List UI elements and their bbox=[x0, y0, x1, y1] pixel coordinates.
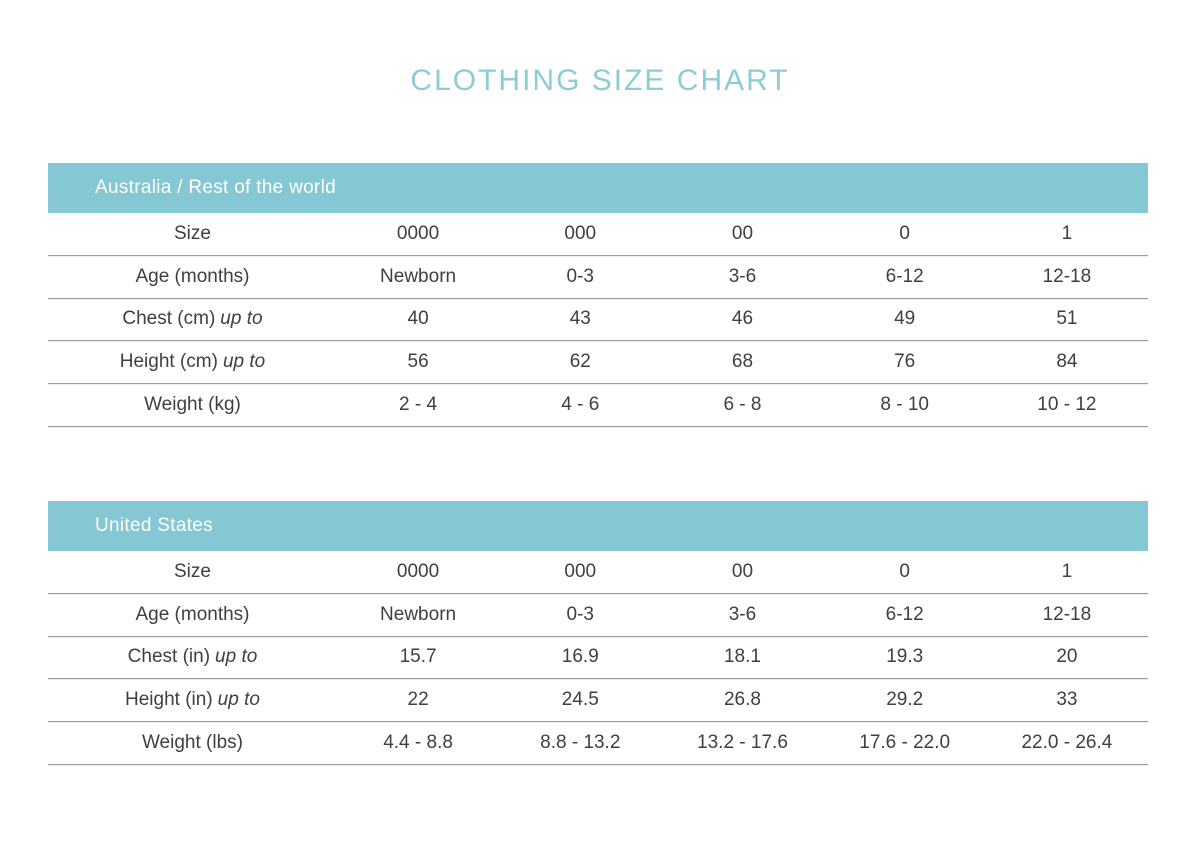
cell-age: 3-6 bbox=[728, 265, 757, 287]
row-label-qualifier: up to bbox=[222, 351, 266, 373]
cell-chest: 46 bbox=[731, 308, 754, 330]
cell-size-000: 000 bbox=[564, 560, 597, 582]
cell-chest: 20 bbox=[1056, 646, 1078, 668]
table-row-chest: Chest (in) up to 15.7 16.9 18.1 19.3 20 bbox=[48, 637, 1148, 680]
table-header-label: Australia / Rest of the world bbox=[95, 177, 337, 198]
row-label-qualifier: up to bbox=[215, 646, 258, 668]
cell-weight: 22.0 - 26.4 bbox=[1021, 732, 1113, 754]
cell-chest: 15.7 bbox=[399, 646, 437, 668]
cell-age: 12-18 bbox=[1042, 265, 1092, 287]
cell-age: 0-3 bbox=[566, 265, 594, 287]
page-title: CLOTHING SIZE CHART bbox=[410, 64, 790, 97]
cell-weight: 6 - 8 bbox=[723, 394, 762, 416]
row-label: Size bbox=[48, 561, 337, 583]
row-label: Height (cm) up to bbox=[48, 351, 337, 373]
row-label-text: Age (months) bbox=[135, 603, 250, 625]
cell-size-0: 0 bbox=[899, 560, 910, 582]
cell-size-000: 000 bbox=[564, 222, 597, 244]
cell-age: 3-6 bbox=[728, 603, 757, 625]
cell-weight: 4 - 6 bbox=[561, 394, 600, 416]
cell-height: 76 bbox=[894, 351, 916, 373]
cell-chest: 51 bbox=[1056, 308, 1078, 330]
table-row-age: Age (months) Newborn 0-3 3-6 6-12 12-18 bbox=[48, 256, 1148, 299]
cell-size-1: 1 bbox=[1061, 560, 1073, 582]
table-row-size: Size 0000 000 00 0 1 bbox=[48, 213, 1148, 256]
table-row-height: Height (in) up to 22 24.5 26.8 29.2 33 bbox=[48, 679, 1148, 723]
table-row-size: Size 0000 000 00 0 1 bbox=[48, 551, 1148, 594]
cell-height: 33 bbox=[1056, 689, 1078, 711]
cell-chest: 18.1 bbox=[723, 646, 761, 668]
cell-height: 84 bbox=[1056, 351, 1078, 373]
row-label-text: Weight (kg) bbox=[144, 394, 241, 416]
table-row-height: Height (cm) up to 56 62 68 76 84 bbox=[48, 341, 1148, 385]
cell-weight: 8 - 10 bbox=[880, 394, 929, 416]
size-table-united-states: United States Size 0000 000 00 0 1 Age (… bbox=[48, 501, 1148, 765]
row-label-text: Height (cm) bbox=[119, 351, 218, 373]
cell-size-1: 1 bbox=[1061, 222, 1073, 244]
table-row-chest: Chest (cm) up to 40 43 46 49 51 bbox=[48, 299, 1148, 342]
cell-age: 12-18 bbox=[1042, 603, 1092, 625]
row-label: Age (months) bbox=[48, 604, 337, 626]
cell-weight: 17.6 - 22.0 bbox=[859, 732, 951, 754]
cell-weight: 2 - 4 bbox=[399, 394, 438, 416]
cell-height: 29.2 bbox=[886, 689, 924, 711]
table-header-label: United States bbox=[95, 515, 213, 536]
table-row-weight: Weight (kg) 2 - 4 4 - 6 6 - 8 8 - 10 10 … bbox=[48, 384, 1148, 427]
row-label-qualifier: up to bbox=[217, 689, 260, 711]
cell-height: 26.8 bbox=[723, 689, 761, 711]
row-label-text: Chest (cm) bbox=[122, 308, 216, 330]
row-label: Chest (in) up to bbox=[48, 646, 337, 668]
row-label-text: Height (in) bbox=[125, 689, 213, 711]
row-label: Age (months) bbox=[48, 266, 337, 288]
cell-size-0000: 0000 bbox=[396, 222, 440, 244]
cell-age: 0-3 bbox=[566, 603, 594, 625]
cell-chest: 19.3 bbox=[886, 646, 924, 668]
cell-height: 56 bbox=[407, 351, 429, 373]
cell-age: Newborn bbox=[380, 265, 457, 287]
row-label-text: Weight (lbs) bbox=[141, 732, 243, 754]
cell-height: 68 bbox=[731, 351, 754, 373]
cell-height: 22 bbox=[407, 689, 429, 711]
cell-chest: 49 bbox=[894, 308, 916, 330]
cell-height: 24.5 bbox=[561, 689, 599, 711]
row-label: Weight (lbs) bbox=[48, 732, 337, 754]
cell-size-0: 0 bbox=[899, 222, 910, 244]
size-table-australia: Australia / Rest of the world Size 0000 … bbox=[48, 163, 1148, 427]
row-label: Height (in) up to bbox=[48, 689, 337, 711]
cell-chest: 16.9 bbox=[561, 646, 599, 668]
table-row-weight: Weight (lbs) 4.4 - 8.8 8.8 - 13.2 13.2 -… bbox=[48, 722, 1148, 765]
row-label-text: Size bbox=[174, 222, 211, 244]
table-row-age: Age (months) Newborn 0-3 3-6 6-12 12-18 bbox=[48, 594, 1148, 637]
cell-weight: 10 - 12 bbox=[1037, 394, 1097, 416]
cell-age: 6-12 bbox=[885, 603, 924, 625]
cell-size-00: 00 bbox=[731, 222, 754, 244]
row-label-qualifier: up to bbox=[220, 308, 263, 330]
cell-age: 6-12 bbox=[885, 265, 924, 287]
cell-size-0000: 0000 bbox=[396, 560, 440, 582]
cell-size-00: 00 bbox=[731, 560, 754, 582]
row-label-text: Age (months) bbox=[135, 265, 250, 287]
cell-chest: 40 bbox=[407, 308, 429, 330]
row-label: Size bbox=[48, 223, 337, 245]
cell-weight: 13.2 - 17.6 bbox=[697, 732, 788, 754]
table-header-united-states: United States bbox=[48, 501, 1148, 551]
cell-weight: 8.8 - 13.2 bbox=[540, 732, 621, 754]
row-label: Chest (cm) up to bbox=[48, 308, 337, 330]
row-label: Weight (kg) bbox=[48, 394, 337, 416]
cell-chest: 43 bbox=[569, 308, 591, 330]
row-label-text: Size bbox=[174, 560, 211, 582]
cell-age: Newborn bbox=[380, 603, 457, 625]
row-label-text: Chest (in) bbox=[127, 646, 211, 668]
cell-height: 62 bbox=[569, 351, 591, 373]
table-header-australia: Australia / Rest of the world bbox=[48, 163, 1148, 213]
cell-weight: 4.4 - 8.8 bbox=[383, 732, 453, 754]
